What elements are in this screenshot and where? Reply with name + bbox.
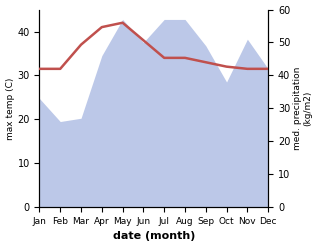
X-axis label: date (month): date (month) [113,231,195,242]
Y-axis label: med. precipitation
(kg/m2): med. precipitation (kg/m2) [293,67,313,150]
Y-axis label: max temp (C): max temp (C) [5,77,15,140]
